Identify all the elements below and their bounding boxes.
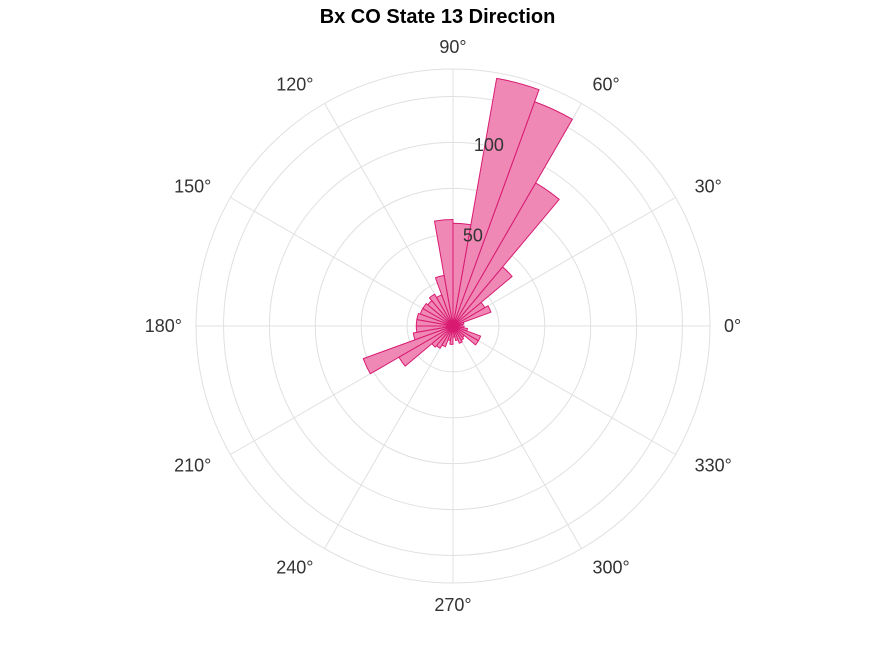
histogram-bar <box>441 325 454 348</box>
grid-spoke <box>452 325 582 549</box>
histogram-bar <box>398 325 454 367</box>
angle-tick-label: 180° <box>145 316 182 336</box>
angle-tick-label: 240° <box>276 558 313 578</box>
radial-tick-label: 100 <box>474 135 504 155</box>
grid-spoke <box>452 325 676 455</box>
radial-tick-labels: 50 100 <box>463 135 504 245</box>
angle-tick-label: 60° <box>593 74 620 94</box>
histogram-bar <box>452 77 540 327</box>
histogram-bar <box>362 325 454 375</box>
grid-spoke <box>324 325 454 549</box>
histogram-bar <box>452 325 468 332</box>
histogram-bar <box>452 325 482 342</box>
angle-tick-label: 300° <box>593 558 630 578</box>
angle-tick-label: 120° <box>276 74 313 94</box>
chart-title: Bx CO State 13 Direction <box>319 6 556 28</box>
histogram-bars <box>362 77 573 375</box>
radial-tick-label: 50 <box>463 226 483 246</box>
histogram-bar <box>449 325 454 345</box>
angle-tick-labels: 0° 30° 60° 90° 120° 150° 180° 210° 240° 270° 300° 3… <box>145 37 741 615</box>
grid-spoke <box>452 197 676 327</box>
angle-tick-label: 330° <box>695 456 732 476</box>
angle-tick-label: 210° <box>174 456 211 476</box>
angle-tick-label: 270° <box>434 595 471 615</box>
angle-tick-label: 90° <box>439 37 466 57</box>
histogram-bar <box>452 325 465 329</box>
grid-spoke <box>230 197 454 327</box>
angle-tick-label: 150° <box>174 177 211 197</box>
histogram-bar <box>431 325 454 348</box>
grid-spoke <box>324 103 454 327</box>
histogram-bar <box>428 293 454 327</box>
angle-tick-label: 30° <box>695 177 722 197</box>
angle-tick-label: 0° <box>724 316 741 336</box>
histogram-bar <box>435 325 454 349</box>
